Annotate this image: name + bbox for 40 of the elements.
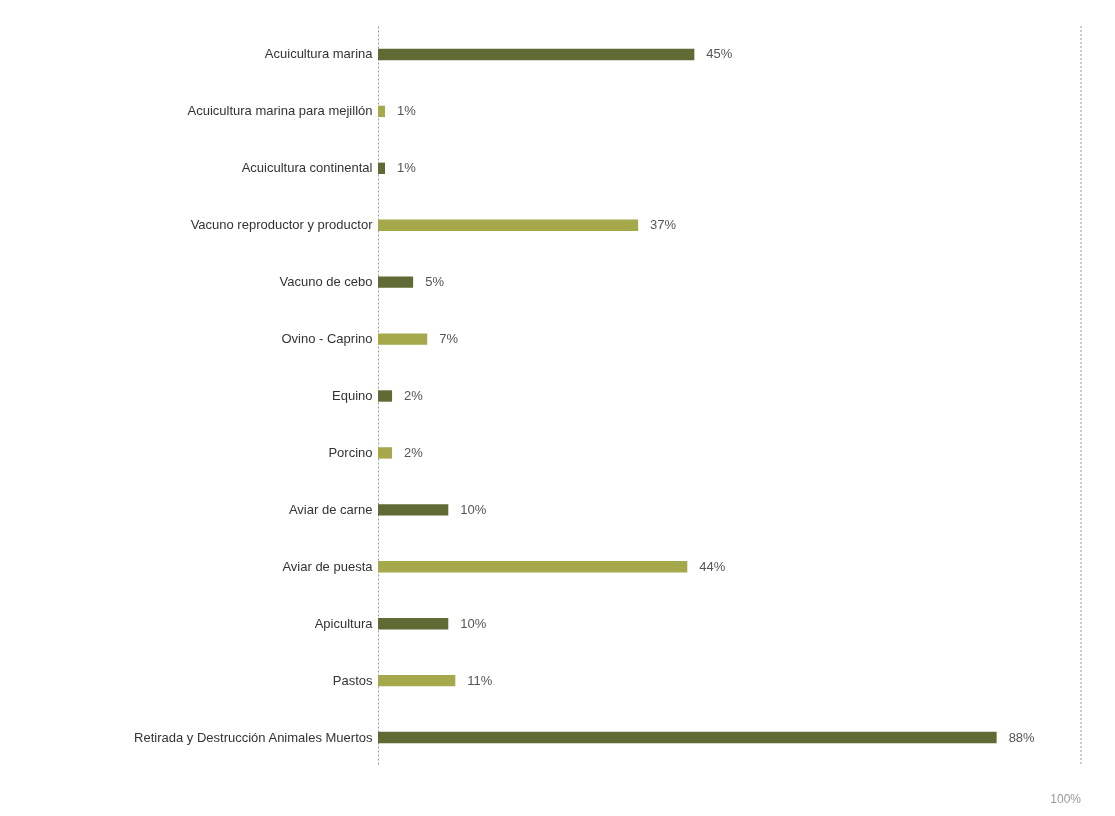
y-tick-label: Equino [332,388,373,403]
data-label: 37% [650,217,677,233]
ref-line-label: 100% [1050,792,1082,806]
data-label: 2% [404,444,424,460]
data-label: 5% [425,274,445,290]
data-label: 7% [439,331,459,347]
data-label: 88% [1008,729,1036,745]
y-tick-label: Aviar de puesta [282,558,374,574]
bar [378,162,386,174]
data-label: 45% [706,46,733,62]
data-label: 44% [699,558,726,574]
bar [378,333,428,345]
y-tick-label: Ovino - Caprino [281,331,373,347]
bar [378,105,386,118]
bar [378,276,414,288]
y-tick-label: Porcino [328,444,373,460]
data-label: 2% [404,388,424,403]
y-tick-label: Vacuno reproductor y productor [190,217,374,233]
bar [378,618,449,630]
bar [378,674,456,687]
y-tick-label: Pastos [332,672,373,688]
y-tick-label: Retirada y Destrucción Animales Muertos [134,729,373,745]
y-tick-label: Acuicultura marina [264,46,374,62]
y-tick-label: Acuicultura marina para mejillón [187,103,373,119]
bar [378,447,393,459]
data-label: 10% [460,501,487,517]
y-tick-label: Acuicultura continental [241,160,373,176]
bar [378,731,997,744]
y-tick-label: Vacuno de cebo [279,274,373,290]
bar [378,561,688,573]
data-label: 10% [460,615,487,631]
bar [378,390,393,402]
y-tick-label: Apicultura [314,615,374,631]
data-label: 11% [467,672,493,688]
bar [378,219,639,231]
data-label: 1% [397,160,417,176]
bar [378,504,449,516]
data-label: 1% [397,103,417,119]
y-tick-label: Aviar de carne [288,501,373,517]
bar [378,48,695,61]
